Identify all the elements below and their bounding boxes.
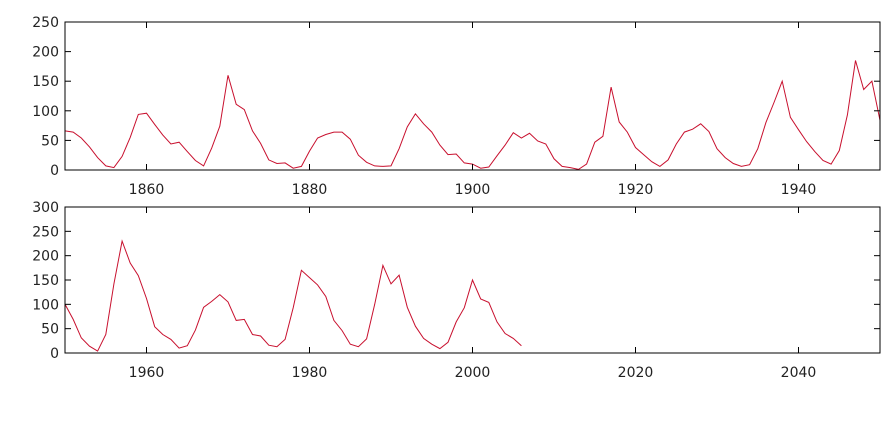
x-tick-label: 1900 [455, 182, 491, 198]
data-line [64, 60, 881, 170]
x-tick-label: 2020 [618, 365, 654, 381]
x-tick-label: 1920 [618, 182, 654, 198]
y-tick-label: 200 [32, 45, 59, 61]
y-tick-label: 300 [32, 200, 59, 216]
y-tick-label: 100 [32, 104, 59, 120]
x-tick-label: 2000 [455, 365, 491, 381]
y-tick-label: 250 [32, 224, 59, 240]
y-tick-label: 150 [32, 74, 59, 90]
y-tick-label: 150 [32, 273, 59, 289]
y-tick-label: 50 [41, 322, 59, 338]
y-tick-label: 250 [32, 15, 59, 31]
x-tick-label: 1860 [129, 182, 165, 198]
data-line [64, 239, 522, 352]
x-tick-label: 1960 [129, 365, 165, 381]
x-tick-label: 2040 [781, 365, 817, 381]
y-tick-label: 100 [32, 297, 59, 313]
x-tick-label: 1940 [781, 182, 817, 198]
y-tick-label: 0 [50, 346, 59, 362]
y-tick-label: 200 [32, 249, 59, 265]
y-tick-label: 50 [41, 133, 59, 149]
x-tick-label: 1980 [292, 365, 328, 381]
x-tick-label: 1880 [292, 182, 328, 198]
y-tick-label: 0 [50, 163, 59, 179]
